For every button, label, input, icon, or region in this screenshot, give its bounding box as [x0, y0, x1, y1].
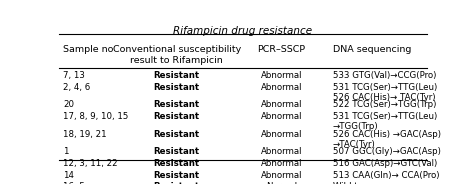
Text: 17, 8, 9, 10, 15: 17, 8, 9, 10, 15 — [63, 112, 128, 121]
Text: 7, 13: 7, 13 — [63, 71, 85, 80]
Text: Resistant: Resistant — [154, 83, 200, 92]
Text: Resistant: Resistant — [154, 182, 200, 184]
Text: 533 GTG(Val)→CCG(Pro): 533 GTG(Val)→CCG(Pro) — [333, 71, 436, 80]
Text: 12, 3, 11, 22: 12, 3, 11, 22 — [63, 159, 118, 168]
Text: 16, 5: 16, 5 — [63, 182, 85, 184]
Text: 1: 1 — [63, 147, 68, 156]
Text: PCR–SSCP: PCR–SSCP — [257, 45, 306, 54]
Text: Resistant: Resistant — [154, 171, 200, 180]
Text: 14: 14 — [63, 171, 74, 180]
Text: 20: 20 — [63, 100, 74, 109]
Text: 531 TCG(Ser)→TTG(Leu)
526 CAC(His)→ TAC(Tyr): 531 TCG(Ser)→TTG(Leu) 526 CAC(His)→ TAC(… — [333, 83, 437, 102]
Text: Sample no: Sample no — [63, 45, 113, 54]
Text: 507 GGC(Gly)→GAC(Asp): 507 GGC(Gly)→GAC(Asp) — [333, 147, 441, 156]
Text: 531 TCG(Ser)→TTG(Leu)
→TGG(Trp): 531 TCG(Ser)→TTG(Leu) →TGG(Trp) — [333, 112, 437, 131]
Text: Rifampicin drug resistance: Rifampicin drug resistance — [173, 26, 312, 36]
Text: 2, 4, 6: 2, 4, 6 — [63, 83, 90, 92]
Text: Abnormal: Abnormal — [261, 147, 302, 156]
Text: DNA sequencing: DNA sequencing — [333, 45, 411, 54]
Text: Resistant: Resistant — [154, 71, 200, 80]
Text: Abnormal: Abnormal — [261, 100, 302, 109]
Text: Conventional susceptibility
result to Rifampicin: Conventional susceptibility result to Ri… — [113, 45, 241, 65]
Text: Resistant: Resistant — [154, 100, 200, 109]
Text: Abnormal: Abnormal — [261, 130, 302, 139]
Text: Resistant: Resistant — [154, 130, 200, 139]
Text: Resistant: Resistant — [154, 147, 200, 156]
Text: Resistant: Resistant — [154, 112, 200, 121]
Text: Wild type: Wild type — [333, 182, 374, 184]
Text: 18, 19, 21: 18, 19, 21 — [63, 130, 107, 139]
Text: Abnormal: Abnormal — [261, 71, 302, 80]
Text: Resistant: Resistant — [154, 159, 200, 168]
Text: 526 CAC(His) →GAC(Asp)
→TAC(Tyr): 526 CAC(His) →GAC(Asp) →TAC(Tyr) — [333, 130, 441, 149]
Text: Normal: Normal — [266, 182, 297, 184]
Text: Abnormal: Abnormal — [261, 112, 302, 121]
Text: 522 TCG(Ser)→TGG(Trp): 522 TCG(Ser)→TGG(Trp) — [333, 100, 436, 109]
Text: Abnormal: Abnormal — [261, 159, 302, 168]
Text: Abnormal: Abnormal — [261, 171, 302, 180]
Text: 513 CAA(Gln)→ CCA(Pro): 513 CAA(Gln)→ CCA(Pro) — [333, 171, 439, 180]
Text: Abnormal: Abnormal — [261, 83, 302, 92]
Text: 516 GAC(Asp)→GTC(Val): 516 GAC(Asp)→GTC(Val) — [333, 159, 437, 168]
